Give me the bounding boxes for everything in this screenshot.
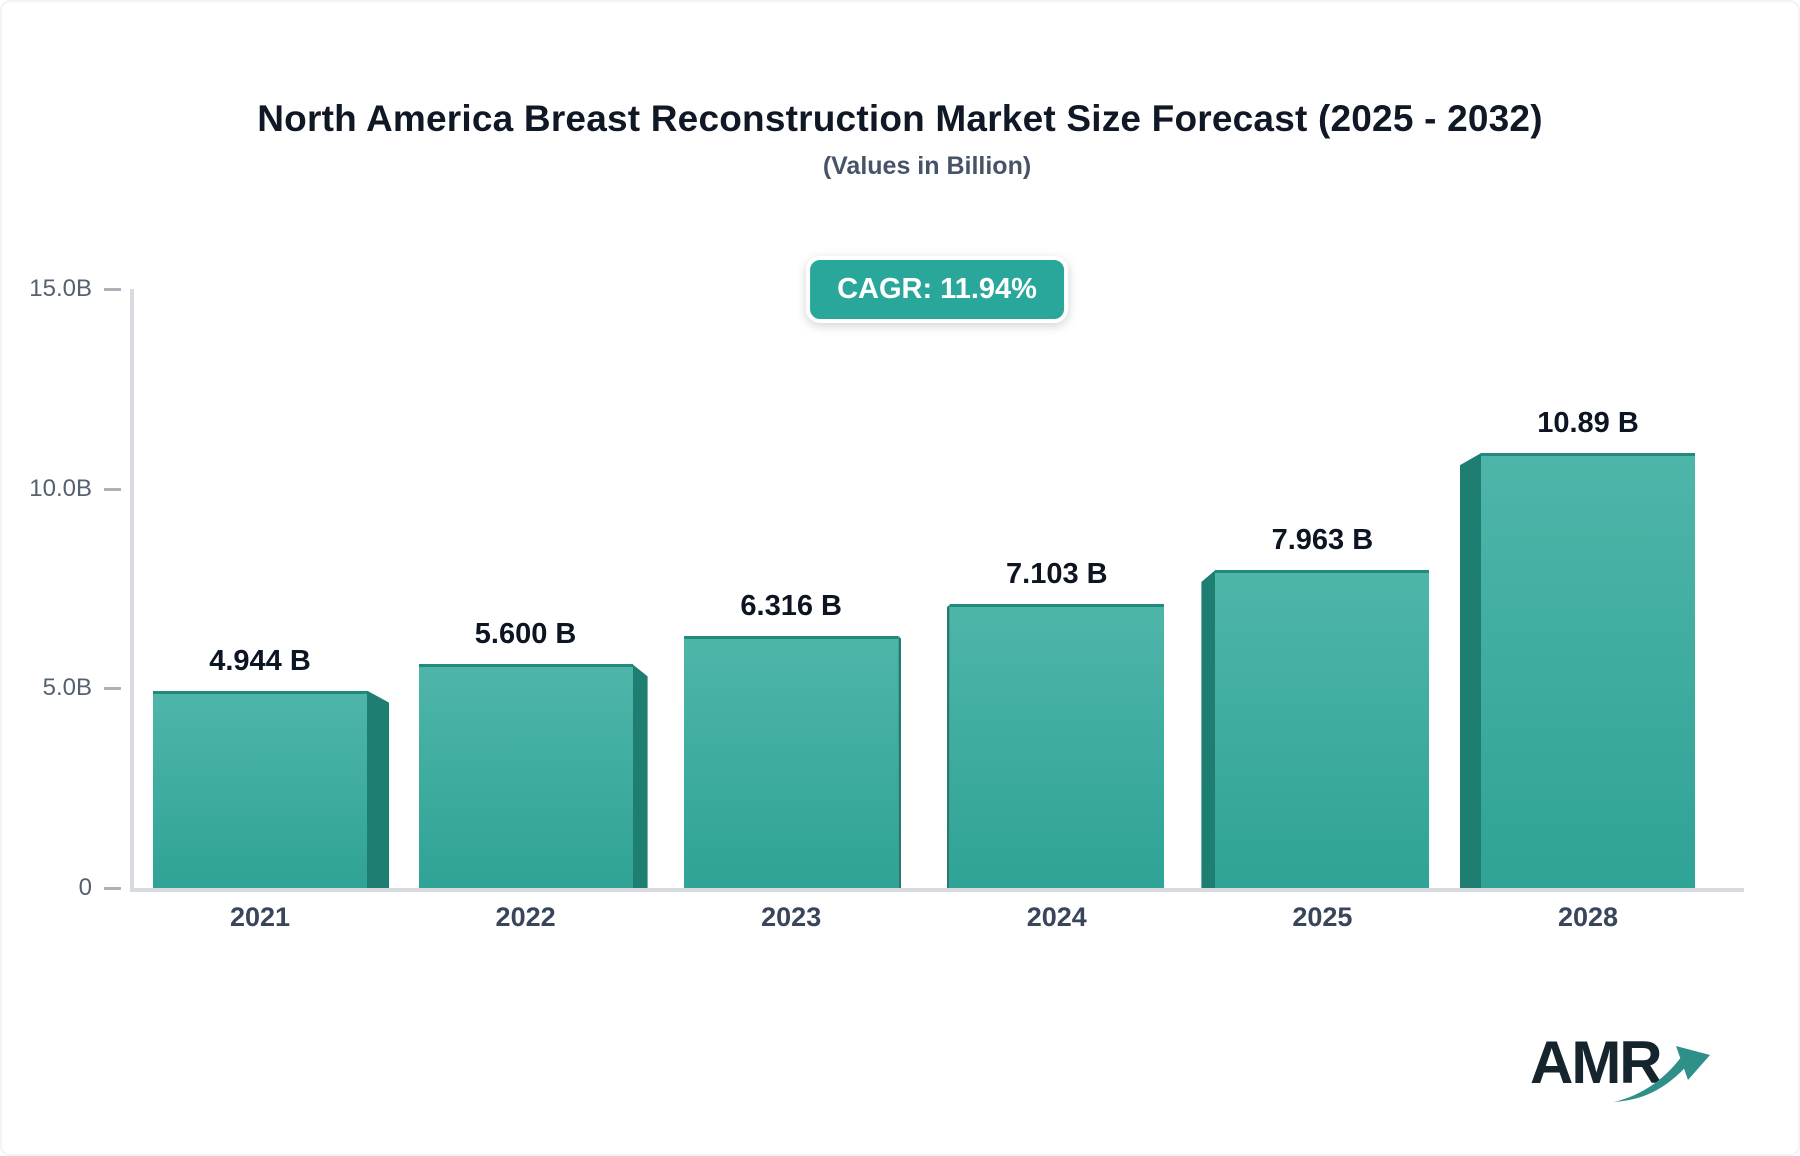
bar-value-label-2022: 5.600 B xyxy=(474,618,577,651)
y-tick-label: 5.0B xyxy=(42,674,92,702)
bar-2024 xyxy=(949,604,1164,888)
bar-side-2025 xyxy=(1201,570,1216,888)
amr-logo: AMR xyxy=(1530,1028,1730,1108)
y-tick-dash xyxy=(104,887,121,890)
cagr-badge: CAGR: 11.94% xyxy=(806,256,1068,323)
cagr-badge-label: CAGR: 11.94% xyxy=(837,273,1037,305)
bar-2021 xyxy=(153,690,367,888)
chart-subtitle: (Values in Billion) xyxy=(822,152,1032,180)
bar-side-2021 xyxy=(367,690,389,888)
bar-2023 xyxy=(684,635,899,888)
bar-side-2022 xyxy=(632,664,648,888)
bar-2025 xyxy=(1215,570,1430,888)
x-axis-label-2025: 2025 xyxy=(1292,902,1353,932)
bar-2028 xyxy=(1481,453,1695,888)
amr-logo-text: AMR xyxy=(1530,1029,1663,1096)
x-axis-line xyxy=(130,888,1744,892)
bar-side-2028 xyxy=(1460,453,1481,888)
bar-side-2023 xyxy=(898,635,902,888)
bar-value-label-2021: 4.944 B xyxy=(209,644,311,677)
x-axis-label-2023: 2023 xyxy=(761,902,822,932)
x-axis-label-2022: 2022 xyxy=(495,902,556,932)
x-axis-label-2021: 2021 xyxy=(229,902,291,932)
bar-value-label-2024: 7.103 B xyxy=(1006,558,1108,591)
growth-arrow-icon xyxy=(1614,1046,1710,1102)
y-axis-line xyxy=(130,289,134,892)
y-tick-dash xyxy=(104,288,121,291)
bar-value-label-2025: 7.963 B xyxy=(1271,524,1374,556)
bar-value-label-2028: 10.89 B xyxy=(1537,407,1639,440)
bar-value-label-2023: 6.316 B xyxy=(740,589,842,622)
x-axis-label-2028: 2028 xyxy=(1557,902,1619,932)
y-tick-dash xyxy=(104,687,121,691)
bar-side-2024 xyxy=(946,604,950,888)
chart-title: North America Breast Reconstruction Mark… xyxy=(257,98,1543,139)
y-tick-dash xyxy=(104,487,121,491)
y-tick-label: 15.0B xyxy=(29,275,92,302)
y-tick-label: 10.0B xyxy=(29,474,92,502)
y-tick-label: 0 xyxy=(78,874,92,901)
bar-2022 xyxy=(418,664,633,888)
x-axis-label-2024: 2024 xyxy=(1026,902,1087,932)
